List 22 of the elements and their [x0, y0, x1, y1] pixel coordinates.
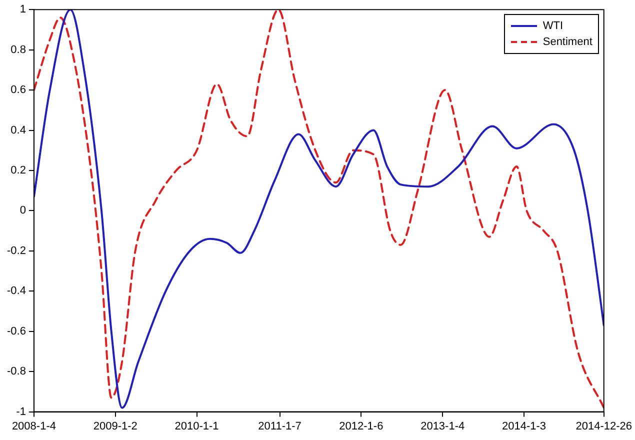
- y-tick-label: 0.4: [10, 124, 26, 136]
- x-tick-label: 2013-1-4: [420, 420, 465, 432]
- y-tick-label: 0.8: [10, 44, 26, 56]
- y-tick-label: -0.2: [6, 244, 26, 257]
- legend-label: WTI: [542, 18, 564, 34]
- y-tick-label: 0.6: [10, 84, 26, 96]
- line-series: [34, 10, 604, 409]
- x-tick-label: 2008-1-4: [12, 420, 56, 432]
- x-tick-label: 2010-1-1: [174, 420, 219, 432]
- y-tick-label: -0.4: [6, 285, 26, 298]
- y-tick-label: 0.2: [10, 164, 26, 177]
- x-tick-label: 2014-12-26: [576, 420, 632, 432]
- y-tick-label: -1: [16, 406, 26, 418]
- x-tick-label: 2009-1-2: [93, 420, 138, 432]
- x-tick-label: 2012-1-6: [339, 420, 384, 432]
- legend-label: Sentiment: [542, 34, 592, 50]
- y-tick-label: 0: [20, 204, 26, 217]
- x-tick-label: 2011-1-7: [258, 420, 302, 432]
- y-tick-label: 1: [20, 4, 26, 16]
- y-tick-label: -0.6: [6, 325, 26, 338]
- y-tick-label: -0.8: [6, 366, 26, 378]
- x-tick-label: 2014-1-3: [502, 420, 546, 432]
